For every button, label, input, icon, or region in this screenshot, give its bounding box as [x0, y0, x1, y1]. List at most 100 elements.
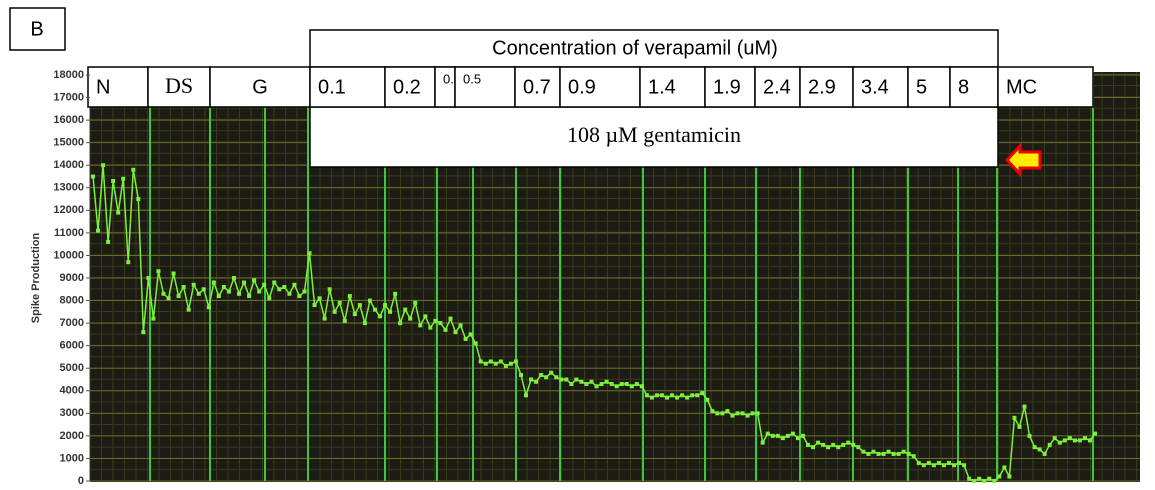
data-point — [478, 359, 483, 364]
data-point — [372, 307, 377, 312]
data-point — [327, 287, 332, 292]
data-point — [775, 433, 780, 438]
data-point — [1072, 438, 1077, 443]
data-point — [695, 393, 700, 398]
data-point — [574, 377, 579, 382]
y-tick-label: 9000 — [60, 272, 84, 284]
data-point — [322, 316, 327, 321]
data-point — [1052, 436, 1057, 441]
data-point — [337, 300, 342, 305]
data-point — [700, 391, 705, 396]
data-point — [987, 476, 992, 481]
data-point — [644, 393, 649, 398]
data-point — [367, 298, 372, 303]
data-point — [891, 451, 896, 456]
data-point — [524, 393, 529, 398]
segment-label: 0.2 — [393, 76, 421, 98]
y-tick-label: 2000 — [60, 430, 84, 442]
segment-label: 1.4 — [648, 76, 676, 98]
segment-label: 0.5 — [463, 71, 481, 86]
data-point — [201, 287, 206, 292]
data-point — [171, 271, 176, 276]
data-point — [715, 411, 720, 416]
data-point — [216, 294, 221, 299]
data-point — [106, 239, 111, 244]
data-point — [866, 451, 871, 456]
data-point — [665, 395, 670, 400]
data-point — [886, 449, 891, 454]
segment-label: DS — [165, 73, 193, 98]
data-point — [438, 321, 443, 326]
data-point — [972, 479, 977, 483]
data-point — [931, 463, 936, 468]
segment-cell — [147, 66, 211, 108]
data-point — [946, 460, 951, 465]
data-point — [785, 433, 790, 438]
data-point — [408, 316, 413, 321]
data-point — [362, 321, 367, 326]
data-point — [730, 413, 735, 418]
treatment: 108 µM gentamicin — [567, 122, 741, 147]
data-point — [921, 463, 926, 468]
data-point — [488, 359, 493, 364]
data-point — [836, 445, 841, 450]
y-tick-label: 4000 — [60, 385, 84, 397]
segment-label: 0.1 — [318, 76, 346, 98]
data-point — [1087, 438, 1092, 443]
data-point — [1007, 474, 1012, 479]
data-point — [569, 382, 574, 387]
data-point — [111, 179, 116, 184]
data-point — [1093, 431, 1097, 436]
data-point — [589, 379, 594, 384]
y-tick-label: 5000 — [60, 362, 84, 374]
data-point — [126, 260, 131, 265]
y-tick-label: 7000 — [60, 317, 84, 329]
y-tick-label: 3000 — [60, 407, 84, 419]
segment-cell — [799, 66, 854, 108]
data-point — [559, 377, 564, 382]
data-point — [146, 276, 151, 280]
y-tick-label: 0 — [78, 475, 84, 485]
data-point — [911, 454, 916, 459]
data-point — [418, 323, 423, 328]
data-point — [317, 296, 322, 301]
data-point — [312, 303, 317, 308]
data-point — [116, 210, 121, 215]
data-point — [347, 294, 352, 299]
data-point — [297, 294, 302, 299]
data-point — [740, 411, 745, 416]
data-point — [957, 460, 962, 465]
data-point — [473, 341, 478, 346]
data-point — [619, 382, 624, 387]
data-point — [1037, 447, 1042, 452]
data-point — [191, 282, 196, 287]
data-point — [614, 384, 619, 389]
data-point — [393, 291, 398, 296]
data-point — [1077, 438, 1082, 443]
data-point — [846, 440, 851, 445]
data-point — [710, 409, 715, 414]
data-point — [926, 460, 931, 465]
y-tick-label: 15000 — [53, 137, 84, 149]
data-point — [800, 433, 805, 438]
data-point — [342, 318, 347, 323]
data-point — [247, 294, 252, 299]
data-point — [463, 336, 468, 341]
data-point — [292, 282, 297, 287]
data-point — [186, 307, 191, 312]
data-point — [675, 395, 680, 400]
y-tick-label: 17000 — [53, 91, 84, 103]
data-point — [1002, 465, 1007, 470]
data-point — [790, 431, 795, 436]
data-point — [1027, 433, 1032, 438]
segment-label: 0.9 — [568, 76, 596, 98]
data-point — [639, 384, 644, 389]
data-point — [851, 442, 856, 447]
data-point — [609, 382, 614, 387]
data-point — [176, 294, 181, 299]
data-point — [1057, 440, 1062, 445]
data-point — [735, 411, 740, 416]
segment-label: 2.4 — [763, 76, 791, 98]
data-point — [649, 395, 654, 400]
y-tick-label: 11000 — [54, 227, 84, 239]
